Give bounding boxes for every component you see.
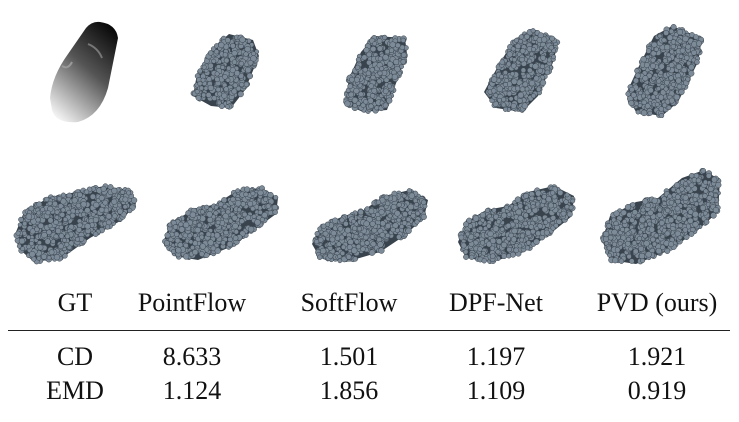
cd-value-pvd: 1.921 <box>627 342 687 371</box>
gt-depth-image-top <box>38 18 130 128</box>
dpfnet-cloud-side <box>452 178 578 266</box>
dpfnet-cloud-top <box>480 26 562 114</box>
table-rule <box>8 330 730 331</box>
cd-value-dpfnet: 1.197 <box>466 342 526 371</box>
column-header-gt: GT <box>57 288 93 317</box>
gt-cloud-side <box>12 176 138 266</box>
softflow-cloud-top <box>335 30 415 114</box>
pvd-cloud-side <box>596 164 724 268</box>
pointflow-cloud-side <box>158 182 284 264</box>
softflow-cloud-side <box>306 182 432 266</box>
row-label-cd: CD <box>56 342 94 371</box>
cd-value-softflow: 1.501 <box>319 342 379 371</box>
column-header-pointflow: PointFlow <box>137 288 247 317</box>
cd-value-pointflow: 8.633 <box>162 342 222 371</box>
emd-value-dpfnet: 1.109 <box>466 376 526 405</box>
pvd-cloud-top <box>622 22 706 118</box>
column-header-dpfnet: DPF-Net <box>449 288 543 317</box>
column-header-pvd: PVD (ours) <box>596 288 718 317</box>
row-label-emd: EMD <box>46 376 104 405</box>
emd-value-pointflow: 1.124 <box>162 376 222 405</box>
column-header-softflow: SoftFlow <box>300 288 398 317</box>
emd-value-pvd: 0.919 <box>627 376 687 405</box>
pointflow-cloud-top <box>185 30 265 112</box>
emd-value-softflow: 1.856 <box>319 376 379 405</box>
